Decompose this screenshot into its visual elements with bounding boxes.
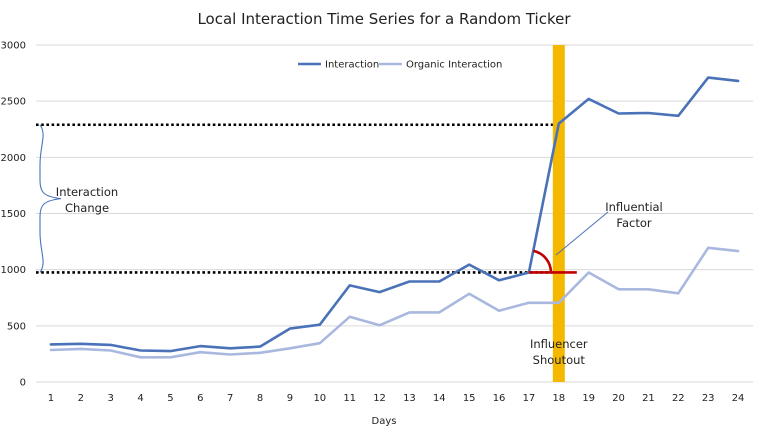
highlight-band: [552, 45, 565, 382]
x-tick-label-22: 22: [672, 393, 685, 404]
reference-lines: [36, 123, 555, 274]
x-tick-label-16: 16: [493, 393, 506, 404]
x-axis-ticks: 1 2 3 4 5 6 7 8 9 10 11 12 13 14 15 16 17 18 19 20 21 22 23 24: [48, 393, 745, 404]
x-axis-label: Days: [372, 416, 397, 427]
legend: Interaction Organic Interaction: [298, 60, 502, 71]
x-tick-label-13: 13: [403, 393, 416, 404]
x-tick-label-21: 21: [642, 393, 655, 404]
annotation-influential-factor-line1: Influential: [605, 200, 663, 214]
x-tick-label-24: 24: [732, 393, 745, 404]
series-lines: [49, 76, 740, 359]
x-tick-label-15: 15: [463, 393, 476, 404]
y-tick-label-0: 0: [20, 378, 26, 389]
highlight-band-rect: [552, 45, 565, 382]
x-tick-label-10: 10: [313, 393, 326, 404]
x-tick-label-8: 8: [257, 393, 263, 404]
x-tick-label-12: 12: [373, 393, 386, 404]
y-tick-label-2000: 2000: [1, 153, 26, 164]
x-tick-label-5: 5: [167, 393, 173, 404]
y-tick-label-3000: 3000: [1, 41, 26, 52]
legend-label-1: Interaction: [325, 60, 379, 71]
x-tick-label-7: 7: [227, 393, 233, 404]
annotation-interaction-change-line2: Change: [65, 201, 109, 215]
annotation-influencer-shoutout-line1: Influencer: [530, 337, 588, 351]
leader-line-influential-factor: [555, 211, 609, 256]
chart-title: Local Interaction Time Series for a Rand…: [197, 10, 571, 28]
x-tick-label-2: 2: [78, 393, 84, 404]
x-tick-label-14: 14: [433, 393, 446, 404]
y-tick-label-2500: 2500: [1, 97, 26, 108]
y-axis-ticks: 0 500 1000 1500 2000 2500 3000: [1, 41, 26, 389]
annotation-influencer-shoutout-line2: Shoutout: [533, 353, 586, 367]
gridlines: [36, 44, 753, 383]
x-tick-label-19: 19: [582, 393, 595, 404]
series-line-organic-interaction: [49, 246, 740, 359]
angle-arc: [532, 249, 553, 273]
series-line-interaction: [49, 76, 740, 353]
x-tick-label-9: 9: [287, 393, 293, 404]
legend-label-2: Organic Interaction: [406, 60, 502, 71]
curly-brace: [39, 124, 62, 273]
x-tick-label-6: 6: [197, 393, 203, 404]
x-tick-label-1: 1: [48, 393, 54, 404]
x-tick-label-11: 11: [343, 393, 356, 404]
x-tick-label-4: 4: [137, 393, 143, 404]
x-tick-label-23: 23: [702, 393, 715, 404]
annotation-influential-factor-line2: Factor: [616, 216, 651, 230]
y-tick-label-1000: 1000: [1, 265, 26, 276]
x-tick-label-18: 18: [552, 393, 565, 404]
x-tick-label-3: 3: [108, 393, 114, 404]
annotation-interaction-change-line1: Interaction: [56, 185, 118, 199]
x-tick-label-20: 20: [612, 393, 625, 404]
annotations: Interaction Change Influential Factor Influe…: [39, 124, 663, 367]
angle-marker: [528, 249, 577, 274]
y-tick-label-1500: 1500: [1, 209, 26, 220]
x-tick-label-17: 17: [523, 393, 536, 404]
y-tick-label-500: 500: [7, 321, 26, 332]
